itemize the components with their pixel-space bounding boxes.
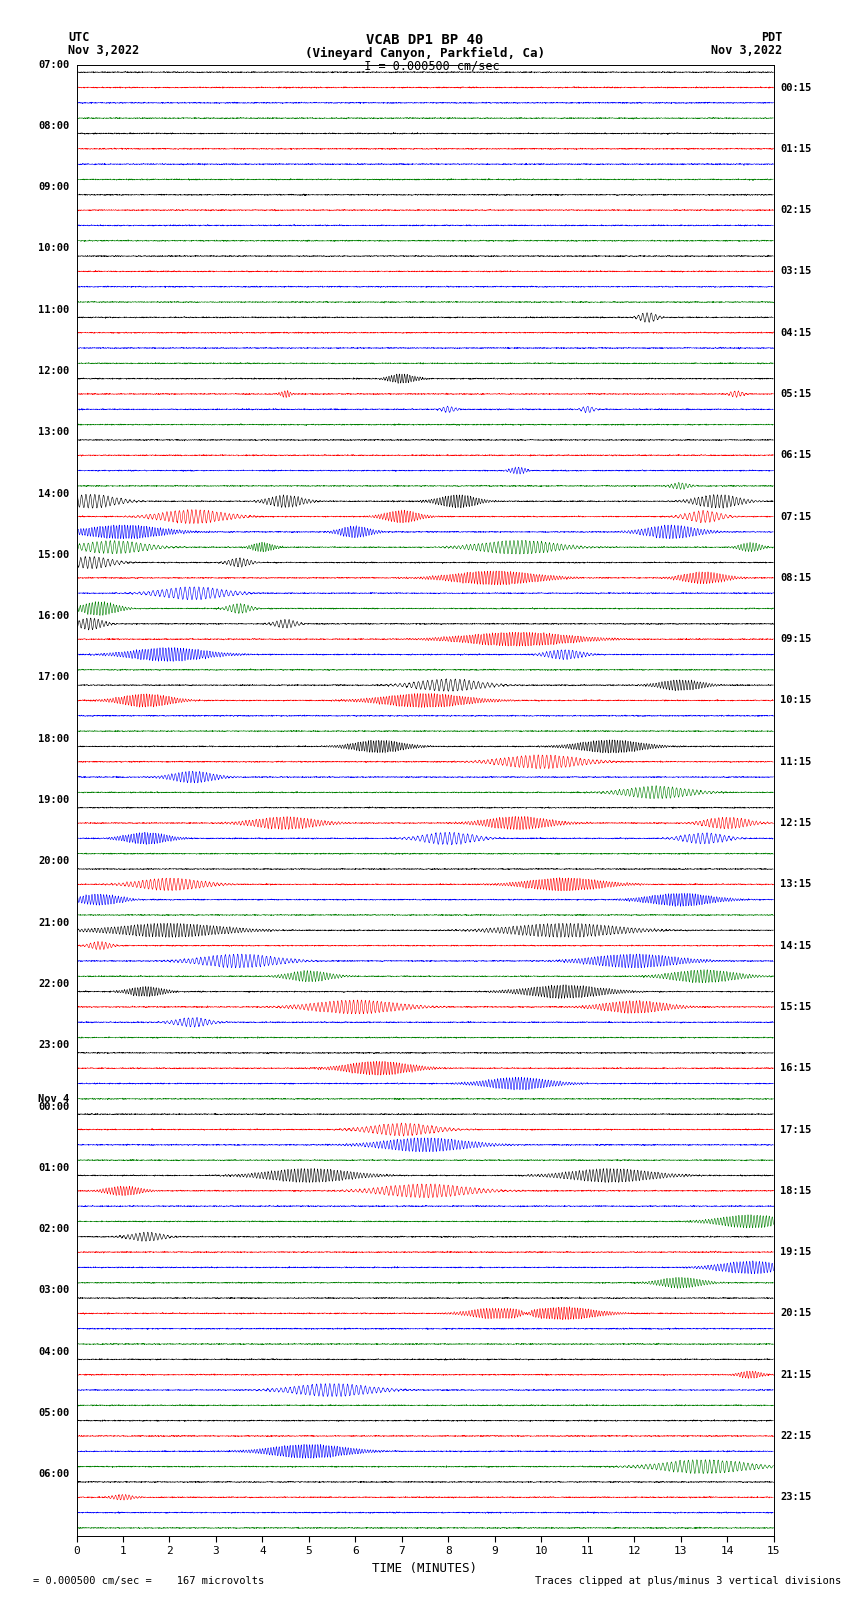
Text: 14:15: 14:15 [780, 940, 812, 950]
Text: 18:15: 18:15 [780, 1186, 812, 1195]
Text: 21:15: 21:15 [780, 1369, 812, 1379]
Text: 00:00: 00:00 [38, 1102, 70, 1111]
Text: 01:15: 01:15 [780, 144, 812, 153]
Text: 08:00: 08:00 [38, 121, 70, 131]
Text: 00:15: 00:15 [780, 82, 812, 92]
Text: 05:15: 05:15 [780, 389, 812, 398]
Text: 21:00: 21:00 [38, 918, 70, 927]
Text: 10:15: 10:15 [780, 695, 812, 705]
Text: UTC: UTC [68, 31, 89, 44]
Text: 06:00: 06:00 [38, 1469, 70, 1479]
Text: 23:00: 23:00 [38, 1040, 70, 1050]
Text: 22:00: 22:00 [38, 979, 70, 989]
Text: 06:15: 06:15 [780, 450, 812, 460]
Text: 20:00: 20:00 [38, 857, 70, 866]
Text: 03:15: 03:15 [780, 266, 812, 276]
Text: I = 0.000500 cm/sec: I = 0.000500 cm/sec [350, 60, 500, 73]
Text: 04:00: 04:00 [38, 1347, 70, 1357]
Text: 22:15: 22:15 [780, 1431, 812, 1440]
Text: PDT: PDT [761, 31, 782, 44]
Text: Nov 3,2022: Nov 3,2022 [711, 44, 782, 56]
Text: 17:00: 17:00 [38, 673, 70, 682]
Text: 17:15: 17:15 [780, 1124, 812, 1134]
Text: 20:15: 20:15 [780, 1308, 812, 1318]
Text: 07:15: 07:15 [780, 511, 812, 521]
Text: 15:15: 15:15 [780, 1002, 812, 1011]
Text: 05:00: 05:00 [38, 1408, 70, 1418]
Text: (Vineyard Canyon, Parkfield, Ca): (Vineyard Canyon, Parkfield, Ca) [305, 47, 545, 60]
X-axis label: TIME (MINUTES): TIME (MINUTES) [372, 1561, 478, 1574]
Text: = 0.000500 cm/sec =    167 microvolts: = 0.000500 cm/sec = 167 microvolts [8, 1576, 264, 1586]
Text: 15:00: 15:00 [38, 550, 70, 560]
Text: Traces clipped at plus/minus 3 vertical divisions: Traces clipped at plus/minus 3 vertical … [536, 1576, 842, 1586]
Text: 18:00: 18:00 [38, 734, 70, 744]
Text: 03:00: 03:00 [38, 1286, 70, 1295]
Text: 02:00: 02:00 [38, 1224, 70, 1234]
Text: 08:15: 08:15 [780, 573, 812, 582]
Text: VCAB DP1 BP 40: VCAB DP1 BP 40 [366, 34, 484, 47]
Text: 19:15: 19:15 [780, 1247, 812, 1257]
Text: 14:00: 14:00 [38, 489, 70, 498]
Text: 09:15: 09:15 [780, 634, 812, 644]
Text: 23:15: 23:15 [780, 1492, 812, 1502]
Text: 16:15: 16:15 [780, 1063, 812, 1073]
Text: 01:00: 01:00 [38, 1163, 70, 1173]
Text: Nov 4: Nov 4 [38, 1094, 70, 1103]
Text: 13:00: 13:00 [38, 427, 70, 437]
Text: 11:15: 11:15 [780, 756, 812, 766]
Text: 09:00: 09:00 [38, 182, 70, 192]
Text: Nov 3,2022: Nov 3,2022 [68, 44, 139, 56]
Text: 19:00: 19:00 [38, 795, 70, 805]
Text: 07:00: 07:00 [38, 60, 70, 69]
Text: 12:15: 12:15 [780, 818, 812, 827]
Text: 02:15: 02:15 [780, 205, 812, 215]
Text: 16:00: 16:00 [38, 611, 70, 621]
Text: 11:00: 11:00 [38, 305, 70, 315]
Text: 12:00: 12:00 [38, 366, 70, 376]
Text: 10:00: 10:00 [38, 244, 70, 253]
Text: 04:15: 04:15 [780, 327, 812, 337]
Text: 13:15: 13:15 [780, 879, 812, 889]
